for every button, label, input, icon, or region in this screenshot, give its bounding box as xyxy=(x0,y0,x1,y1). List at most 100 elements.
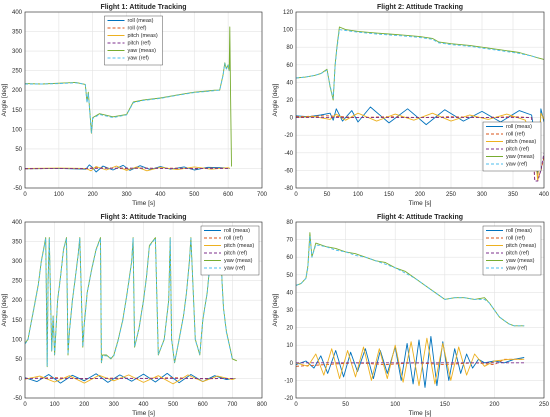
y-tick-label: 60 xyxy=(286,63,293,69)
y-tick-label: 10 xyxy=(286,343,293,349)
y-tick-label: 100 xyxy=(12,337,23,343)
x-tick-label: 100 xyxy=(353,192,364,198)
legend-entry: pitch (ref) xyxy=(506,147,529,153)
x-tick-label: 50 xyxy=(342,402,349,408)
legend-entry: yaw (ref) xyxy=(224,266,246,272)
y-tick-label: 400 xyxy=(12,220,23,226)
y-tick-label: 350 xyxy=(12,30,23,36)
y-tick-label: 30 xyxy=(286,308,293,314)
chart-title: Flight 2: Attitude Tracking xyxy=(377,4,463,11)
y-tick-label: -20 xyxy=(284,133,293,139)
y-tick-label: 80 xyxy=(286,45,293,51)
legend-entry: pitch (meas) xyxy=(224,243,254,249)
legend-entry: pitch (ref) xyxy=(224,251,247,257)
x-tick-label: 400 xyxy=(138,402,149,408)
x-tick-label: 0 xyxy=(294,402,298,408)
legend-entry: pitch (meas) xyxy=(506,139,536,145)
y-tick-label: 50 xyxy=(286,273,293,279)
x-tick-label: 250 xyxy=(539,402,550,408)
y-tick-label: 50 xyxy=(15,147,22,153)
chart-panel-2: 0 50 100 150 200 250 300 350 400 -80 -60 -40 -20 0 20 4… xyxy=(272,4,550,207)
y-tick-label: 150 xyxy=(12,318,23,324)
legend-entry: roll (ref) xyxy=(506,236,525,242)
x-tick-label: 250 xyxy=(446,192,457,198)
x-tick-label: 150 xyxy=(440,402,451,408)
x-tick-label: 0 xyxy=(294,192,298,198)
y-tick-label: 300 xyxy=(12,49,23,55)
y-tick-label: 80 xyxy=(286,220,293,226)
x-tick-label: 700 xyxy=(257,192,268,198)
y-tick-label: 300 xyxy=(12,259,23,265)
legend-entry: roll (ref) xyxy=(224,236,243,242)
y-tick-label: 0 xyxy=(19,376,23,382)
y-tick-label: 50 xyxy=(15,357,22,363)
legend-entry: pitch (ref) xyxy=(128,41,151,47)
y-tick-label: -50 xyxy=(13,396,22,402)
y-axis-label: Angle [deg] xyxy=(1,83,8,116)
y-tick-label: 40 xyxy=(286,290,293,296)
y-tick-label: -20 xyxy=(284,396,293,402)
x-tick-label: 300 xyxy=(109,402,120,408)
chart-title: Flight 1: Attitude Tracking xyxy=(100,4,186,11)
y-tick-label: 20 xyxy=(286,98,293,104)
y-tick-label: 200 xyxy=(12,298,23,304)
legend-entry: roll (ref) xyxy=(128,26,147,32)
series-line-yaw-ref xyxy=(296,235,525,327)
x-tick-label: 150 xyxy=(384,192,395,198)
legend-entry: yaw (ref) xyxy=(128,56,150,62)
y-axis-label: Angle [deg] xyxy=(1,293,8,326)
legend-entry: yaw (ref) xyxy=(506,162,528,168)
y-tick-label: 0 xyxy=(19,166,23,172)
x-tick-label: 100 xyxy=(390,402,401,408)
legend-entry: roll (meas) xyxy=(224,228,250,234)
series-line-roll-meas xyxy=(296,335,525,388)
x-axis-label: Time [s] xyxy=(132,410,155,417)
series-line-yaw-ref xyxy=(25,237,233,367)
legend-entry: yaw (ref) xyxy=(506,266,528,272)
legend-box xyxy=(482,225,542,276)
legend-entry: yaw (meas) xyxy=(128,48,157,54)
y-tick-label: 150 xyxy=(12,108,23,114)
x-axis-label: Time [s] xyxy=(409,200,432,207)
series-group xyxy=(25,26,232,173)
y-tick-label: -60 xyxy=(284,168,293,174)
y-axis-label: Angle [deg] xyxy=(272,83,279,116)
series-group xyxy=(296,26,544,182)
x-tick-label: 100 xyxy=(50,402,61,408)
legend-entry: roll (meas) xyxy=(506,228,532,234)
y-tick-label: -10 xyxy=(284,378,293,384)
y-tick-label: 100 xyxy=(12,127,23,133)
legend-entry: pitch (meas) xyxy=(128,33,158,39)
x-tick-label: 50 xyxy=(324,192,331,198)
chart-panel-3: 0 100 200 300 400 500 600 700 800-50050100150200… xyxy=(1,214,268,417)
y-tick-label: 70 xyxy=(286,238,293,244)
series-line-pitch-ref xyxy=(296,117,544,182)
legend-box xyxy=(104,15,163,66)
legend-entry: roll (meas) xyxy=(128,18,154,24)
series-group xyxy=(296,232,525,388)
y-tick-label: 40 xyxy=(286,80,293,86)
x-axis-label: Time [s] xyxy=(409,410,432,417)
legend: roll (meas) roll (ref)pitch (meas) pitch (… xyxy=(482,225,542,276)
legend-entry: roll (meas) xyxy=(506,124,532,130)
x-tick-label: 400 xyxy=(155,192,166,198)
y-tick-label: 250 xyxy=(12,69,23,75)
y-tick-label: 100 xyxy=(283,28,294,34)
chart-title: Flight 4: Attitude Tracking xyxy=(377,214,463,221)
x-tick-label: 200 xyxy=(489,402,500,408)
y-tick-label: 250 xyxy=(12,279,23,285)
y-tick-label: 120 xyxy=(283,10,294,16)
y-tick-label: 60 xyxy=(286,255,293,261)
legend-entry: pitch (meas) xyxy=(506,243,536,249)
legend-box xyxy=(200,225,260,276)
x-tick-label: 200 xyxy=(88,192,99,198)
x-tick-label: 0 xyxy=(23,402,27,408)
x-tick-label: 800 xyxy=(257,402,268,408)
x-tick-label: 0 xyxy=(23,192,27,198)
series-line-pitch-meas xyxy=(296,337,525,387)
axes-box xyxy=(295,11,545,189)
x-tick-label: 600 xyxy=(223,192,234,198)
legend-entry: yaw (meas) xyxy=(506,154,535,160)
series-line-yaw-ref xyxy=(25,63,230,133)
